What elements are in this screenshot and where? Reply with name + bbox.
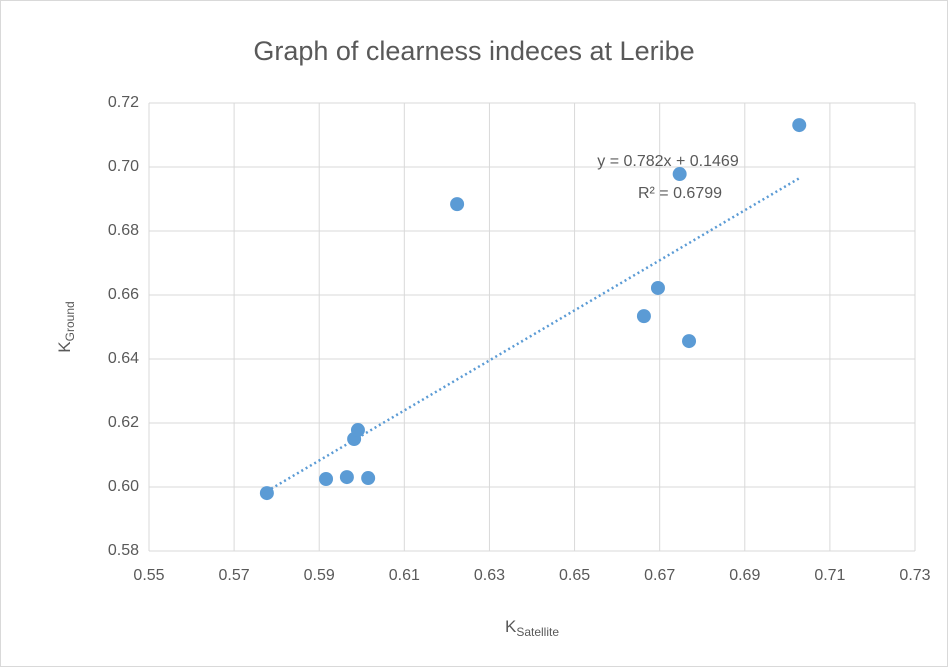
- y-tick-label: 0.66: [108, 286, 139, 303]
- trendline-r2: R² = 0.6799: [638, 185, 722, 202]
- y-tick-label: 0.68: [108, 222, 139, 239]
- point: [259, 486, 274, 501]
- x-tick-label: 0.61: [389, 567, 420, 584]
- x-axis-label: KSatellite: [505, 617, 559, 639]
- point: [350, 423, 365, 438]
- point: [650, 280, 665, 295]
- x-tick-label: 0.73: [899, 567, 930, 584]
- y-tick-label: 0.72: [108, 94, 139, 111]
- y-tick-label: 0.64: [108, 350, 139, 367]
- point: [672, 167, 687, 182]
- x-tick-label: 0.59: [304, 567, 335, 584]
- x-tick-label: 0.57: [219, 567, 250, 584]
- point: [361, 471, 376, 486]
- point: [682, 334, 697, 349]
- point: [792, 118, 807, 133]
- x-tick-label: 0.69: [729, 567, 760, 584]
- x-tick-label: 0.71: [814, 567, 845, 584]
- x-tick-label: 0.63: [474, 567, 505, 584]
- x-tick-label: 0.67: [644, 567, 675, 584]
- y-tick-label: 0.60: [108, 478, 139, 495]
- y-tick-label: 0.58: [108, 542, 139, 559]
- x-tick-label: 0.55: [133, 567, 164, 584]
- y-tick-label: 0.62: [108, 414, 139, 431]
- y-tick-label: 0.70: [108, 158, 139, 175]
- point: [636, 309, 651, 324]
- chart-title: Graph of clearness indeces at Leribe: [253, 36, 694, 66]
- trendline-equation: y = 0.782x + 0.1469: [597, 153, 739, 170]
- point: [450, 197, 465, 212]
- y-axis-label: KGround: [55, 301, 77, 352]
- point: [339, 470, 354, 485]
- x-tick-label: 0.65: [559, 567, 590, 584]
- point: [319, 472, 334, 486]
